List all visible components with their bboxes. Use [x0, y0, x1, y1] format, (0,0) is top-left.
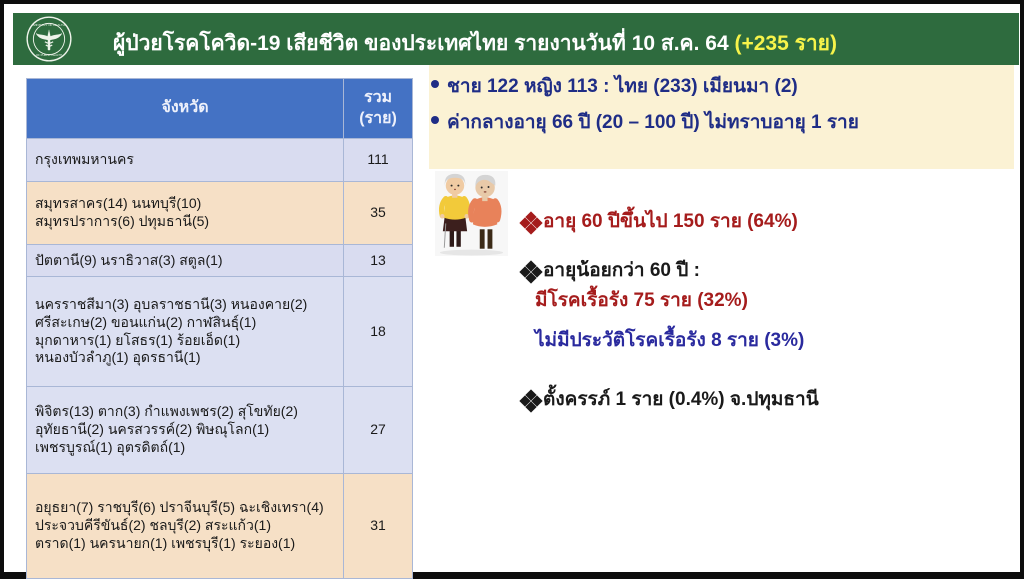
svg-text:MINISTRY OF HEALTH: MINISTRY OF HEALTH — [33, 23, 65, 27]
svg-text:OF PUBLIC HEALTH: OF PUBLIC HEALTH — [36, 53, 62, 57]
